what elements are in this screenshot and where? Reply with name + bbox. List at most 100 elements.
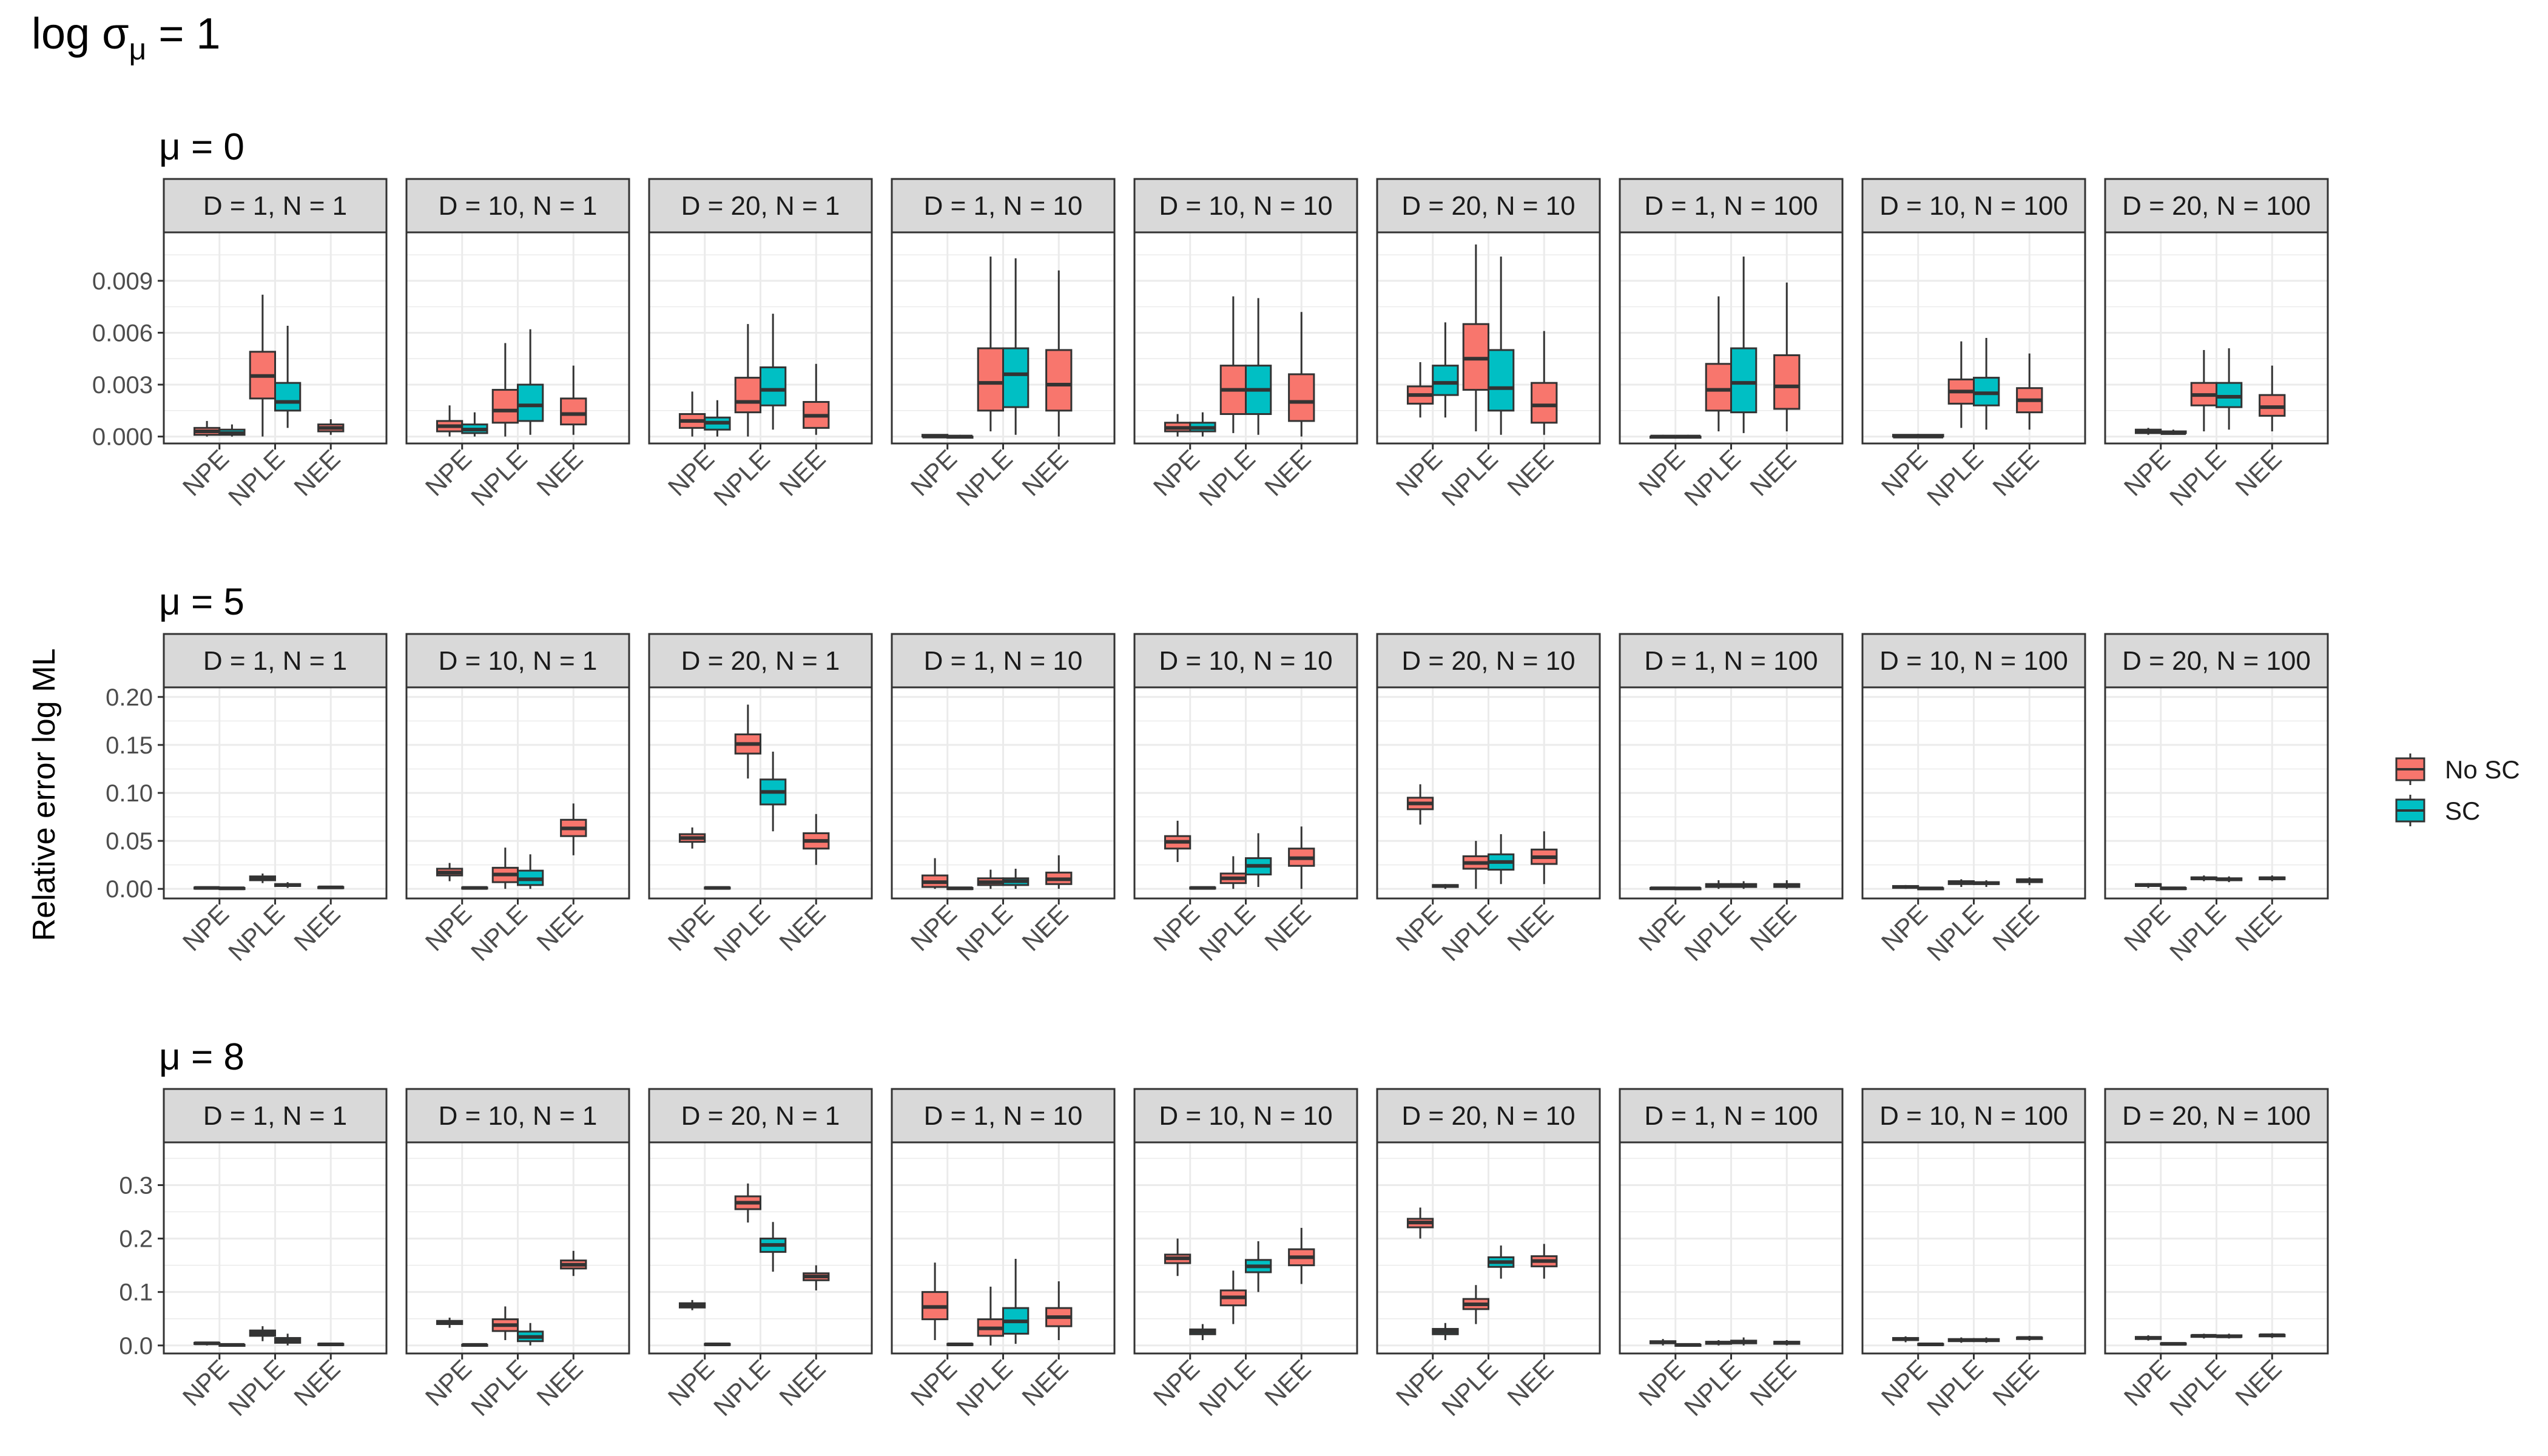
box-nple-no-sc (491, 343, 519, 437)
x-tick-label: NEE (774, 899, 831, 956)
box-nple-no-sc (249, 1326, 276, 1341)
x-tick-label: NPLE (1921, 444, 1989, 511)
box-iqr (1002, 347, 1030, 408)
facet-strip-label: D = 1, N = 100 (1644, 1101, 1818, 1131)
x-tick-label: NEE (1502, 1354, 1559, 1411)
box-npe-no-sc (1892, 885, 1919, 889)
y-tick-label: 0.000 (92, 424, 153, 451)
figure-title-rest: = 1 (146, 10, 220, 58)
box-nple-sc (517, 329, 544, 435)
legend-item-sc: SC (2395, 795, 2480, 826)
box-npe-no-sc (1164, 1238, 1191, 1276)
x-tick-label: NEE (1502, 444, 1559, 501)
facet-strip (648, 178, 873, 234)
box-iqr (1773, 354, 1801, 410)
facet-strip (891, 1088, 1116, 1144)
box-npe-no-sc (1406, 362, 1434, 418)
x-tick-label: NPLE (465, 899, 533, 966)
box-nple-sc (1002, 868, 1030, 889)
x-tick-label: NPLE (1436, 1354, 1503, 1421)
box-nple-sc (1973, 338, 2000, 430)
box-npe-sc (461, 886, 488, 890)
x-tick-label: NEE (1016, 444, 1073, 501)
x-tick-label: NPLE (223, 444, 290, 511)
x-tick-label: NEE (1259, 1354, 1316, 1411)
box-nple-no-sc (977, 1286, 1005, 1346)
row-label-symbol: μ (159, 1036, 181, 1078)
facet-strip-label: D = 1, N = 10 (924, 191, 1083, 221)
box-npe-no-sc (1649, 1339, 1677, 1346)
y-tick-label: 0.05 (106, 828, 153, 855)
box-nple-sc (1730, 881, 1758, 889)
box-iqr (560, 397, 587, 426)
facet-strip (1133, 178, 1358, 234)
x-tick-label: NPLE (2164, 899, 2231, 966)
facet-strip-label: D = 1, N = 100 (1644, 646, 1818, 676)
box-nee-no-sc (1288, 1227, 1315, 1284)
box-nple-no-sc (1219, 296, 1247, 433)
box-npe-sc (1189, 886, 1216, 890)
facet-strip-label: D = 10, N = 1 (439, 646, 598, 676)
x-tick-label: NPLE (1193, 444, 1261, 511)
x-tick-label: NPLE (708, 1354, 775, 1421)
box-npe-no-sc (2134, 428, 2162, 435)
x-tick-label: NEE (774, 1354, 831, 1411)
box-npe-sc (1917, 1343, 1944, 1347)
y-tick-label: 0.3 (119, 1172, 153, 1199)
box-npe-sc (1674, 886, 1702, 891)
box-nple-sc (1730, 1337, 1758, 1346)
box-npe-sc (461, 1343, 488, 1347)
row-label-equals: = (181, 1036, 224, 1078)
box-nple-sc (517, 854, 544, 889)
box-npe-no-sc (193, 886, 221, 890)
box-nple-no-sc (249, 873, 276, 883)
box-nple-sc (1245, 1241, 1272, 1292)
box-npe-sc (218, 424, 246, 437)
row-label-mu-8: μ = 8 (159, 1036, 244, 1078)
x-tick-label: NEE (1259, 444, 1316, 501)
facet-strip-label: D = 20, N = 10 (1401, 191, 1575, 221)
y-tick-label: 0.15 (106, 732, 153, 759)
box-nple-sc (1973, 880, 2000, 888)
box-nple-sc (274, 882, 302, 888)
row-label-mu-5: μ = 5 (159, 581, 244, 623)
box-nee-no-sc (2016, 877, 2043, 885)
box-npe-no-sc (921, 858, 949, 889)
facet-strip (1619, 1088, 1844, 1144)
x-tick-label: NEE (1259, 899, 1316, 956)
y-tick-label: 0.20 (106, 684, 153, 711)
facet-strip-label: D = 10, N = 100 (1879, 191, 2068, 221)
figure-title-sub: μ (129, 32, 147, 66)
box-nee-no-sc (803, 1265, 830, 1291)
row-label-symbol: μ (159, 126, 181, 168)
box-nple-sc (1730, 256, 1758, 433)
facet-strip (2104, 178, 2329, 234)
facet-strip-label: D = 20, N = 100 (2122, 1101, 2311, 1131)
x-tick-label: NEE (1744, 444, 1801, 501)
y-tick-label: 0.2 (119, 1226, 153, 1253)
legend-item-no-sc: No SC (2395, 753, 2520, 785)
y-tick-label: 0.0 (119, 1333, 153, 1360)
box-iqr (274, 382, 302, 412)
box-nple-no-sc (249, 294, 276, 437)
legend-label: SC (2445, 797, 2480, 825)
box-nple-sc (1002, 1259, 1030, 1344)
facet-row-mu-0: μ = 0 0.000 0.003 0.006 0.009 D = 1, N = 1NPE… (92, 126, 2329, 511)
x-tick-label: NEE (531, 444, 588, 501)
facet-strip-label: D = 10, N = 10 (1159, 646, 1332, 676)
x-tick-label: NEE (531, 899, 588, 956)
facet-strip (163, 1088, 388, 1144)
y-tick-label: 0.006 (92, 320, 153, 346)
box-npe-no-sc (193, 1341, 221, 1346)
box-npe-sc (1917, 434, 1944, 439)
box-npe-sc (704, 400, 731, 437)
